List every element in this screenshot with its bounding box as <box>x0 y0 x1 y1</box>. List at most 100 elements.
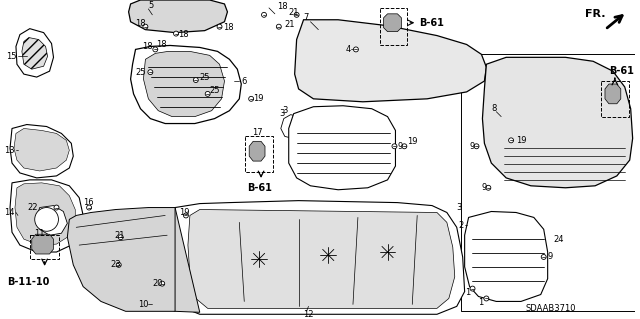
Text: 25: 25 <box>210 86 220 95</box>
Text: 20: 20 <box>152 279 163 288</box>
Circle shape <box>294 12 299 17</box>
Text: 3: 3 <box>282 106 287 115</box>
Circle shape <box>276 24 282 29</box>
Text: 13: 13 <box>4 146 15 155</box>
Text: 18: 18 <box>156 40 167 49</box>
Text: 7: 7 <box>303 13 309 22</box>
Circle shape <box>486 185 491 190</box>
Text: 2: 2 <box>459 221 464 230</box>
Polygon shape <box>67 208 175 311</box>
Polygon shape <box>36 205 67 235</box>
Polygon shape <box>15 183 76 245</box>
Text: 4: 4 <box>346 45 351 54</box>
Circle shape <box>193 78 198 83</box>
Text: B-61: B-61 <box>247 183 272 193</box>
Polygon shape <box>10 180 83 252</box>
Text: 3: 3 <box>457 203 462 212</box>
Text: 23: 23 <box>111 260 122 269</box>
Polygon shape <box>129 0 227 33</box>
Text: 9: 9 <box>397 142 403 151</box>
Circle shape <box>148 70 153 75</box>
Polygon shape <box>383 14 401 32</box>
Text: B-61: B-61 <box>419 18 444 28</box>
Circle shape <box>262 12 266 17</box>
Text: 9: 9 <box>481 183 486 192</box>
Circle shape <box>118 235 123 240</box>
Circle shape <box>184 213 188 218</box>
Text: 25: 25 <box>136 68 146 77</box>
Circle shape <box>54 205 59 210</box>
Polygon shape <box>605 84 621 104</box>
Text: 21: 21 <box>285 20 295 29</box>
Text: 18: 18 <box>178 30 189 39</box>
Text: B-61: B-61 <box>609 66 634 76</box>
Circle shape <box>217 24 222 29</box>
Text: 1: 1 <box>479 298 484 307</box>
Polygon shape <box>143 51 225 117</box>
Text: 6: 6 <box>241 77 246 85</box>
Circle shape <box>86 205 92 210</box>
Polygon shape <box>32 234 54 254</box>
Text: 1: 1 <box>465 288 470 297</box>
Text: 18: 18 <box>143 42 153 51</box>
Polygon shape <box>145 208 200 312</box>
Text: SDAAB3710: SDAAB3710 <box>526 304 577 313</box>
Text: 19: 19 <box>253 94 264 103</box>
Polygon shape <box>188 210 455 308</box>
Text: 19: 19 <box>179 208 189 217</box>
Polygon shape <box>170 201 465 314</box>
Bar <box>601 81 628 117</box>
Text: 9: 9 <box>470 142 475 151</box>
Text: 24: 24 <box>554 235 564 244</box>
Text: 18: 18 <box>223 23 234 32</box>
Circle shape <box>392 144 397 149</box>
Polygon shape <box>14 129 69 171</box>
Polygon shape <box>22 38 47 69</box>
Text: 11: 11 <box>34 229 44 238</box>
Text: 5: 5 <box>148 1 154 11</box>
Circle shape <box>509 138 513 143</box>
Polygon shape <box>10 124 73 178</box>
Circle shape <box>153 47 158 52</box>
Text: 12: 12 <box>303 310 314 319</box>
Text: 18: 18 <box>277 3 287 11</box>
Text: 10: 10 <box>138 300 149 309</box>
Text: 18: 18 <box>136 19 146 28</box>
Circle shape <box>470 286 475 291</box>
Text: 9: 9 <box>548 252 553 262</box>
Bar <box>380 8 407 46</box>
Bar <box>30 235 60 259</box>
Circle shape <box>143 24 148 29</box>
Text: 8: 8 <box>492 104 497 113</box>
Polygon shape <box>16 29 54 77</box>
Text: 14: 14 <box>4 208 15 217</box>
Circle shape <box>484 296 489 301</box>
Text: 3: 3 <box>279 109 284 118</box>
Polygon shape <box>249 141 265 161</box>
Circle shape <box>160 281 164 286</box>
Text: 21: 21 <box>115 231 125 240</box>
Text: 16: 16 <box>83 198 94 207</box>
Text: 19: 19 <box>516 136 527 145</box>
Circle shape <box>541 255 546 259</box>
Polygon shape <box>131 46 241 123</box>
Circle shape <box>173 31 179 36</box>
Text: 19: 19 <box>407 137 418 146</box>
Bar <box>245 137 273 172</box>
Circle shape <box>353 47 358 52</box>
Circle shape <box>402 144 407 149</box>
Text: FR.: FR. <box>585 9 605 19</box>
Text: 22: 22 <box>28 203 38 212</box>
Polygon shape <box>465 211 548 301</box>
Bar <box>461 54 637 311</box>
Circle shape <box>474 144 479 149</box>
Polygon shape <box>289 106 396 190</box>
Text: 21: 21 <box>289 8 300 17</box>
Circle shape <box>116 263 121 267</box>
Text: 17: 17 <box>252 128 263 137</box>
Text: 15: 15 <box>6 52 17 61</box>
Circle shape <box>35 208 58 231</box>
Polygon shape <box>483 57 633 188</box>
Circle shape <box>249 96 253 101</box>
Text: 25: 25 <box>200 73 211 82</box>
